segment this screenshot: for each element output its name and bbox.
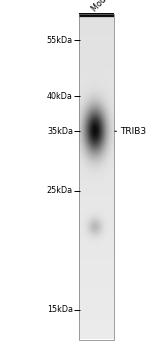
Text: 40kDa: 40kDa (47, 92, 73, 101)
Text: 25kDa: 25kDa (47, 186, 73, 195)
Bar (79, 14, 114, 340)
Text: 35kDa: 35kDa (47, 127, 73, 136)
Text: TRIB3: TRIB3 (120, 127, 146, 136)
Text: 55kDa: 55kDa (47, 36, 73, 45)
Text: Mouse liver: Mouse liver (90, 0, 129, 13)
Text: 15kDa: 15kDa (47, 305, 73, 314)
